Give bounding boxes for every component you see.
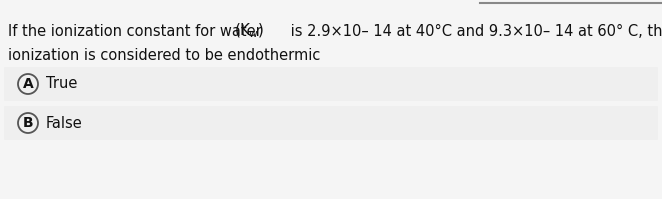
Text: is 2.9×10– 14 at 40°C and 9.3×10– 14 at 60° C, the self-: is 2.9×10– 14 at 40°C and 9.3×10– 14 at … xyxy=(286,23,662,38)
FancyBboxPatch shape xyxy=(4,67,658,101)
Text: A: A xyxy=(23,77,33,91)
Text: $\left(\mathrm{K}_{\!\mathrm{w}}\right)$: $\left(\mathrm{K}_{\!\mathrm{w}}\right)$ xyxy=(234,22,264,40)
Text: True: True xyxy=(46,76,77,92)
Text: ionization is considered to be endothermic: ionization is considered to be endotherm… xyxy=(8,49,320,63)
FancyBboxPatch shape xyxy=(4,106,658,140)
Text: If the ionization constant for water: If the ionization constant for water xyxy=(8,23,266,38)
Text: B: B xyxy=(23,116,33,130)
Text: False: False xyxy=(46,115,83,131)
